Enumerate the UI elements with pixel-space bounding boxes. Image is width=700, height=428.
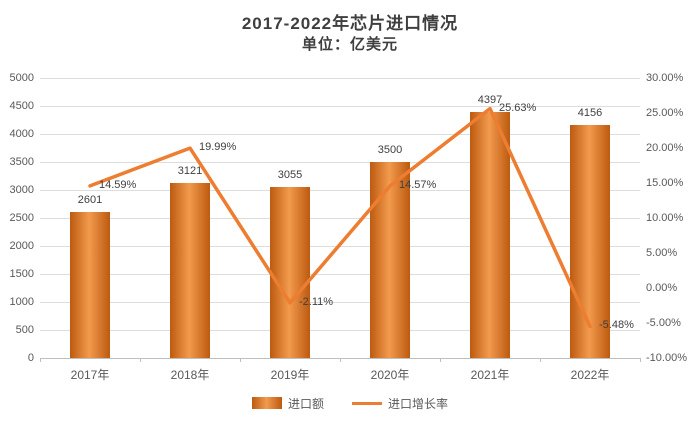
bar-value-label: 3500 xyxy=(377,144,403,156)
x-axis-tick xyxy=(440,358,441,362)
gridline xyxy=(40,162,640,163)
bar-swatch-icon xyxy=(251,397,282,409)
gridline xyxy=(40,330,640,331)
x-axis-label: 2022年 xyxy=(570,368,610,382)
x-axis-tick xyxy=(40,358,41,362)
left-axis-tick-label: 4500 xyxy=(9,100,34,112)
line-value-label: 14.59% xyxy=(99,178,137,191)
gridline xyxy=(40,106,640,107)
x-axis-label: 2017年 xyxy=(70,368,110,382)
bar-value-label: 2601 xyxy=(77,194,103,207)
gridline xyxy=(40,218,640,219)
legend-label-import-amount: 进口额 xyxy=(287,396,324,411)
bar-value-label: 3121 xyxy=(177,165,203,178)
gridline xyxy=(40,78,640,79)
gridline xyxy=(40,134,640,135)
x-axis-label: 2020年 xyxy=(370,368,410,382)
left-axis-tick-label: 1000 xyxy=(9,296,34,308)
gridline xyxy=(40,274,640,275)
x-axis-label: 2018年 xyxy=(170,368,210,382)
left-axis-tick-label: 2500 xyxy=(9,212,34,224)
right-axis-tick-label: 20.00% xyxy=(646,142,684,154)
bar xyxy=(470,111,510,358)
line-value-label: -2.11% xyxy=(299,295,334,308)
line-value-label: 25.63% xyxy=(499,101,537,114)
right-axis-tick-label: 30.00% xyxy=(646,72,684,84)
right-axis-tick-label: -5.00% xyxy=(646,317,681,329)
left-axis-tick-label: 5000 xyxy=(9,72,34,84)
left-axis-tick-label: 1500 xyxy=(9,268,34,280)
line-value-label: -5.48% xyxy=(599,319,634,332)
chart-title: 2017-2022年芯片进口情况 xyxy=(241,14,459,33)
left-axis-tick-label: 4000 xyxy=(9,128,34,140)
x-axis-tick xyxy=(640,358,641,362)
right-axis-tick-label: -10.00% xyxy=(646,352,687,364)
x-axis-tick xyxy=(240,358,241,362)
left-axis-tick-label: 500 xyxy=(15,324,34,336)
right-axis-tick-label: 15.00% xyxy=(646,177,684,189)
line-value-label: 14.57% xyxy=(399,179,437,191)
bar xyxy=(270,186,310,358)
legend-label-growth-rate: 进口增长率 xyxy=(388,396,449,411)
legend-item-growth-rate: 进口增长率 xyxy=(352,395,448,412)
right-axis-tick-label: 5.00% xyxy=(646,247,678,259)
right-axis-tick-label: 25.00% xyxy=(646,107,684,119)
legend: 进口额 进口增长率 xyxy=(0,393,700,413)
bar-value-label: 4397 xyxy=(477,93,503,106)
x-axis-label: 2021年 xyxy=(470,368,510,382)
x-axis-tick xyxy=(140,358,141,362)
gridline xyxy=(40,246,640,247)
x-axis-tick xyxy=(340,358,341,362)
bar xyxy=(170,183,210,358)
bar-value-label: 4156 xyxy=(577,107,603,120)
right-axis-tick-label: 10.00% xyxy=(646,212,684,224)
legend-item-import-amount: 进口额 xyxy=(251,395,324,412)
bar-value-label: 3055 xyxy=(277,168,303,181)
x-axis-label: 2019年 xyxy=(270,368,310,382)
left-axis-tick-label: 3500 xyxy=(9,156,34,168)
line-value-label: 19.99% xyxy=(199,141,237,154)
line-swatch-icon xyxy=(352,401,382,405)
left-axis-tick-label: 0 xyxy=(27,352,34,364)
left-axis-tick-label: 3000 xyxy=(9,184,34,196)
bar xyxy=(70,212,110,358)
gridline xyxy=(40,302,640,303)
right-axis-tick-label: 0.00% xyxy=(646,282,678,294)
x-axis-tick xyxy=(540,358,541,362)
left-axis-tick-label: 2000 xyxy=(9,240,34,252)
chart-subtitle: 单位：亿美元 xyxy=(301,36,398,53)
